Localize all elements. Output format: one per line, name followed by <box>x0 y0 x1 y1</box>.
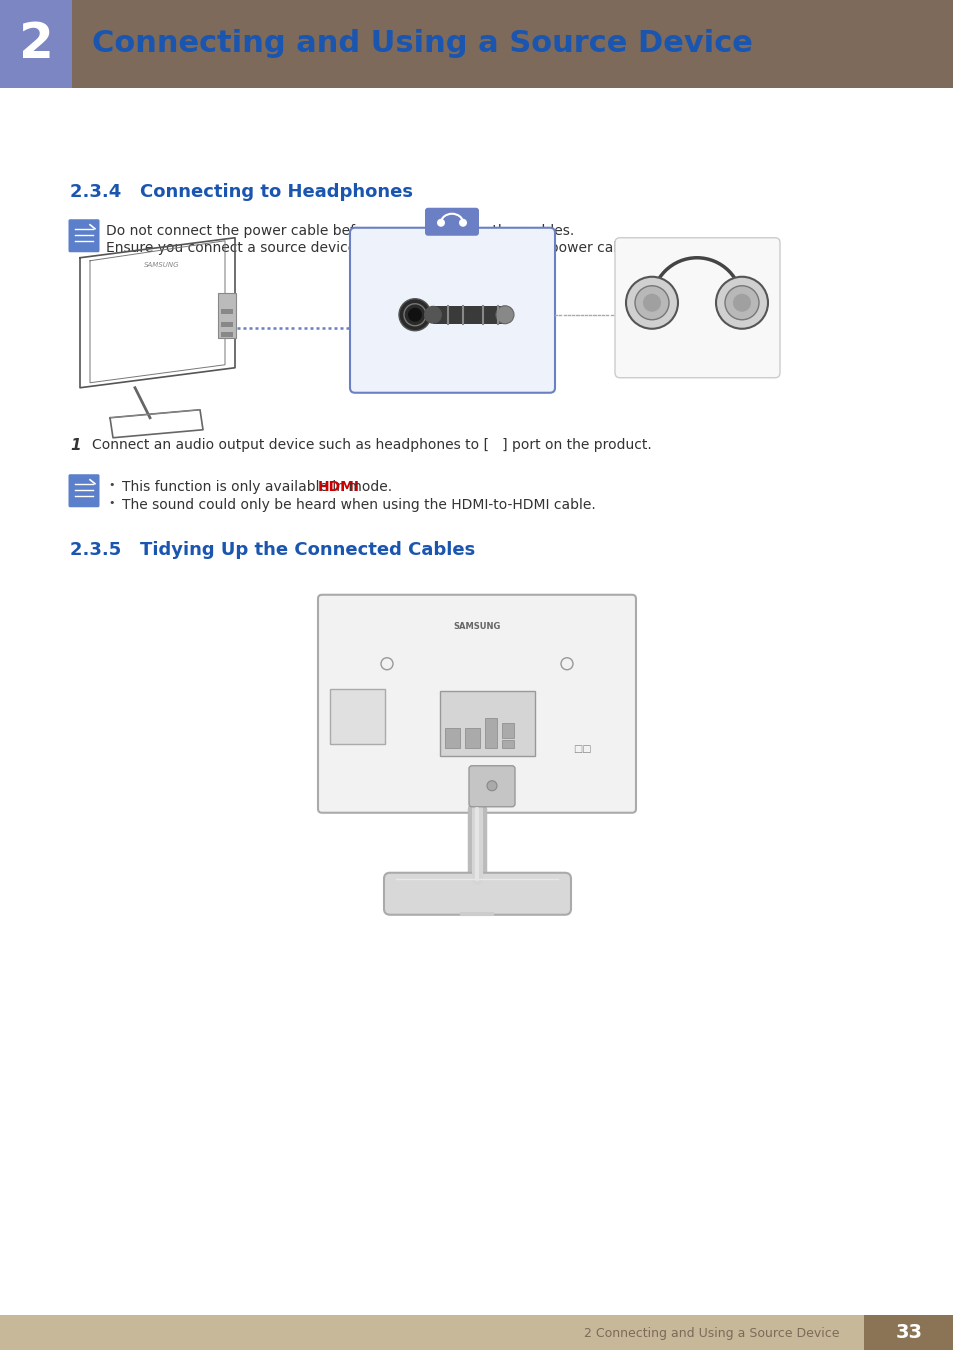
Bar <box>0 0 71 88</box>
Bar <box>439 691 535 756</box>
FancyBboxPatch shape <box>317 595 636 813</box>
Text: HDMI: HDMI <box>317 479 359 494</box>
FancyBboxPatch shape <box>424 208 478 236</box>
Text: □□: □□ <box>572 744 591 753</box>
FancyBboxPatch shape <box>615 238 780 378</box>
Text: SAMSUNG: SAMSUNG <box>453 622 500 632</box>
Bar <box>863 1315 953 1350</box>
FancyBboxPatch shape <box>350 228 555 393</box>
Text: This function is only available in: This function is only available in <box>122 479 349 494</box>
Circle shape <box>635 286 668 320</box>
Circle shape <box>458 219 467 227</box>
Bar <box>464 728 479 748</box>
Bar <box>444 728 459 748</box>
FancyBboxPatch shape <box>69 219 99 252</box>
Circle shape <box>496 305 514 324</box>
Text: •: • <box>108 479 114 490</box>
Bar <box>501 740 514 748</box>
Bar <box>221 332 233 336</box>
FancyBboxPatch shape <box>469 765 515 807</box>
Text: 2: 2 <box>18 20 53 68</box>
Text: Connect an audio output device such as headphones to [   ] port on the product.: Connect an audio output device such as h… <box>91 437 651 452</box>
Circle shape <box>716 277 767 329</box>
Bar <box>484 718 497 748</box>
Bar <box>218 293 235 338</box>
Bar <box>221 321 233 327</box>
Text: 2.3.5   Tidying Up the Connected Cables: 2.3.5 Tidying Up the Connected Cables <box>70 541 475 559</box>
Bar <box>330 688 385 744</box>
Text: 2.3.4   Connecting to Headphones: 2.3.4 Connecting to Headphones <box>70 182 413 201</box>
Bar <box>221 309 233 313</box>
Bar <box>501 722 514 737</box>
Bar <box>0 0 953 88</box>
Circle shape <box>724 286 759 320</box>
Bar <box>433 305 504 324</box>
Text: mode.: mode. <box>344 479 392 494</box>
Text: 1: 1 <box>70 437 81 452</box>
Circle shape <box>486 780 497 791</box>
FancyBboxPatch shape <box>69 474 99 508</box>
Text: Ensure you connect a source device first before connecting the power cable.: Ensure you connect a source device first… <box>106 240 639 255</box>
Circle shape <box>732 294 750 312</box>
Circle shape <box>398 298 431 331</box>
Circle shape <box>436 219 444 227</box>
Text: Do not connect the power cable before connecting all other cables.: Do not connect the power cable before co… <box>106 224 574 238</box>
Circle shape <box>408 308 421 321</box>
Circle shape <box>625 277 678 329</box>
FancyBboxPatch shape <box>384 872 571 915</box>
Text: 33: 33 <box>895 1323 922 1342</box>
Text: •: • <box>108 498 114 508</box>
Bar <box>0 1315 953 1350</box>
Circle shape <box>423 305 441 324</box>
Text: Connecting and Using a Source Device: Connecting and Using a Source Device <box>91 30 752 58</box>
Circle shape <box>642 294 660 312</box>
Text: 2 Connecting and Using a Source Device: 2 Connecting and Using a Source Device <box>584 1327 840 1339</box>
Text: SAMSUNG: SAMSUNG <box>144 262 179 267</box>
Text: The sound could only be heard when using the HDMI-to-HDMI cable.: The sound could only be heard when using… <box>122 498 595 512</box>
